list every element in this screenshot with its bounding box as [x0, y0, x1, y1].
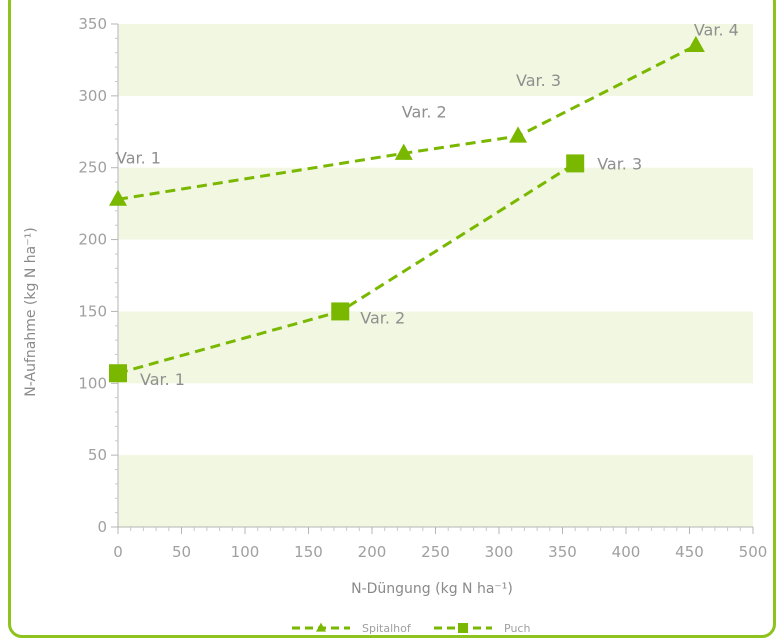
- point-label: Var. 3: [516, 71, 561, 90]
- data-point: [109, 189, 127, 206]
- point-label: Var. 3: [597, 154, 642, 173]
- x-tick-label: 350: [548, 543, 577, 561]
- axes: 0 50 100 150 200 250 300 350 0 50 100 150 200 250 300 3…: [78, 15, 767, 561]
- data-point: [394, 143, 413, 160]
- x-tick-label: 300: [485, 543, 514, 561]
- legend-label: Spitalhof: [362, 622, 412, 635]
- y-tick-label: 50: [88, 446, 107, 464]
- legend-item: Spitalhof: [292, 622, 412, 635]
- grid-bands: [118, 24, 753, 527]
- data-point: [686, 35, 705, 53]
- x-tick-label: 500: [739, 543, 768, 561]
- x-tick-label: 50: [172, 543, 191, 561]
- x-tick-label: 150: [294, 543, 323, 561]
- grid-band: [118, 167, 753, 240]
- grid-band: [118, 24, 753, 96]
- y-tick-label: 250: [78, 159, 107, 177]
- legend: Spitalhof Puch: [292, 622, 530, 635]
- x-tick-label: 100: [231, 543, 260, 561]
- y-tick-label: 300: [78, 87, 107, 105]
- point-label: Var. 2: [402, 102, 447, 121]
- data-point: [331, 302, 350, 321]
- y-tick-label: 150: [78, 302, 107, 320]
- y-axis-title: N-Aufnahme (kg N ha⁻¹): [23, 227, 39, 396]
- x-tick-label: 250: [421, 543, 450, 561]
- y-tick-label: 350: [78, 15, 107, 33]
- data-point: [109, 364, 127, 383]
- point-label: Var. 1: [116, 148, 161, 167]
- x-tick-label: 400: [612, 543, 641, 561]
- data-point: [509, 126, 528, 143]
- y-tick-label: 0: [97, 518, 107, 536]
- series-line: [117, 44, 697, 201]
- grid-band: [118, 311, 753, 384]
- y-tick-label: 200: [78, 231, 107, 249]
- legend-label: Puch: [504, 622, 530, 635]
- grid-band: [118, 455, 753, 527]
- legend-marker: [316, 622, 326, 632]
- x-axis-title: N-Düngung (kg N ha⁻¹): [351, 581, 513, 597]
- x-tick-label: 0: [113, 543, 123, 561]
- series-spitalhof: Var. 1 Var. 2 Var. 3 Var. 4: [109, 21, 739, 206]
- x-tick-label: 450: [675, 543, 704, 561]
- series-puch: Var. 1 Var. 2 Var. 3: [109, 154, 642, 389]
- legend-marker: [458, 623, 468, 633]
- y-tick-label: 100: [78, 374, 107, 392]
- point-label: Var. 1: [140, 370, 185, 389]
- data-point: [566, 154, 585, 173]
- point-label: Var. 4: [694, 21, 739, 40]
- point-label: Var. 2: [360, 308, 405, 327]
- x-tick-label: 200: [358, 543, 387, 561]
- legend-item: Puch: [434, 622, 530, 635]
- chart-frame: [8, 0, 776, 638]
